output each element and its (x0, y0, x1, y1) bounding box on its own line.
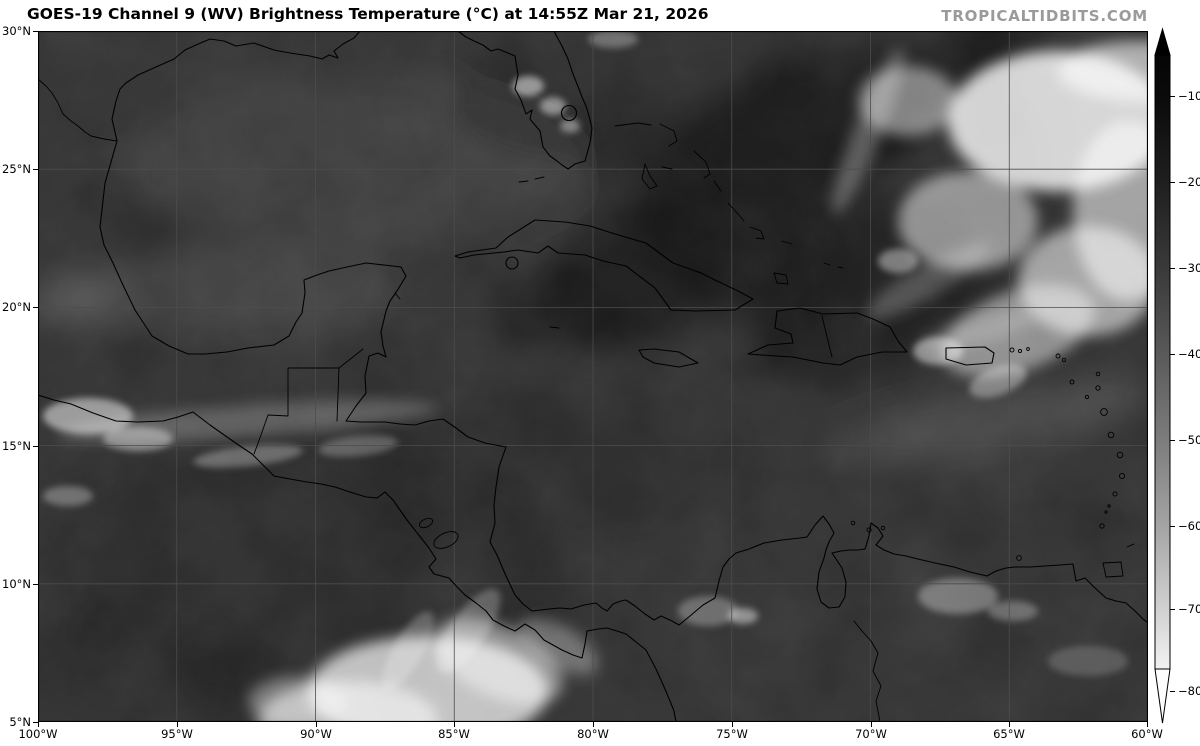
x-tickmark (871, 722, 872, 727)
x-tickmark (38, 722, 39, 727)
y-tick-label: 10°N (2, 577, 31, 591)
colorbar-tickmark (1170, 526, 1175, 527)
satellite-map (38, 31, 1148, 722)
colorbar-tickmark (1170, 440, 1175, 441)
x-tickmark (1147, 722, 1148, 727)
y-tickmark (33, 446, 38, 447)
colorbar-gradient (1154, 54, 1171, 670)
x-tick-label: 60°W (1131, 727, 1163, 741)
y-tick-label: 15°N (2, 439, 31, 453)
colorbar-tick-label: −80 (1178, 684, 1200, 698)
water-vapor-imagery (38, 31, 1148, 722)
colorbar-tick-label: −70 (1178, 602, 1200, 616)
colorbar-tick-label: −10 (1178, 89, 1200, 103)
x-tickmark (732, 722, 733, 727)
x-tick-label: 75°W (716, 727, 748, 741)
y-tick-label: 20°N (2, 300, 31, 314)
colorbar (1154, 27, 1171, 724)
x-tick-label: 85°W (438, 727, 470, 741)
colorbar-tick-label: −30 (1178, 261, 1200, 275)
x-tickmark (454, 722, 455, 727)
colorbar-tick-label: −20 (1178, 175, 1200, 189)
y-tickmark (33, 307, 38, 308)
gridlines (38, 31, 1148, 722)
colorbar-tickmark (1170, 609, 1175, 610)
y-tickmark (33, 722, 38, 723)
map-frame (38, 31, 1148, 722)
y-tickmark (33, 584, 38, 585)
colorbar-tickmark (1170, 182, 1175, 183)
x-tickmark (593, 722, 594, 727)
x-tickmark (177, 722, 178, 727)
watermark: TROPICALTIDBITS.COM (941, 7, 1148, 25)
colorbar-arrow-top (1154, 27, 1171, 56)
colorbar-tickmark (1170, 691, 1175, 692)
x-tick-label: 95°W (161, 727, 193, 741)
country-borders (38, 78, 882, 722)
y-tickmark (33, 169, 38, 170)
colorbar-arrow-bottom (1154, 668, 1171, 724)
x-tick-label: 70°W (855, 727, 887, 741)
y-tick-label: 5°N (9, 715, 31, 729)
x-tick-label: 80°W (577, 727, 609, 741)
colorbar-tick-label: −50 (1178, 433, 1200, 447)
y-tick-label: 25°N (2, 162, 31, 176)
y-tick-label: 30°N (2, 24, 31, 38)
y-tickmark (33, 31, 38, 32)
colorbar-tick-label: −60 (1178, 519, 1200, 533)
colorbar-tickmark (1170, 354, 1175, 355)
colorbar-tickmark (1170, 96, 1175, 97)
x-tickmark (1009, 722, 1010, 727)
x-tick-label: 90°W (300, 727, 332, 741)
page-title: GOES-19 Channel 9 (WV) Brightness Temper… (27, 5, 709, 23)
coastlines (38, 31, 1148, 722)
x-tick-label: 65°W (993, 727, 1025, 741)
x-tickmark (316, 722, 317, 727)
colorbar-tickmark (1170, 268, 1175, 269)
x-tick-label: 100°W (18, 727, 58, 741)
colorbar-tick-label: −40 (1178, 347, 1200, 361)
